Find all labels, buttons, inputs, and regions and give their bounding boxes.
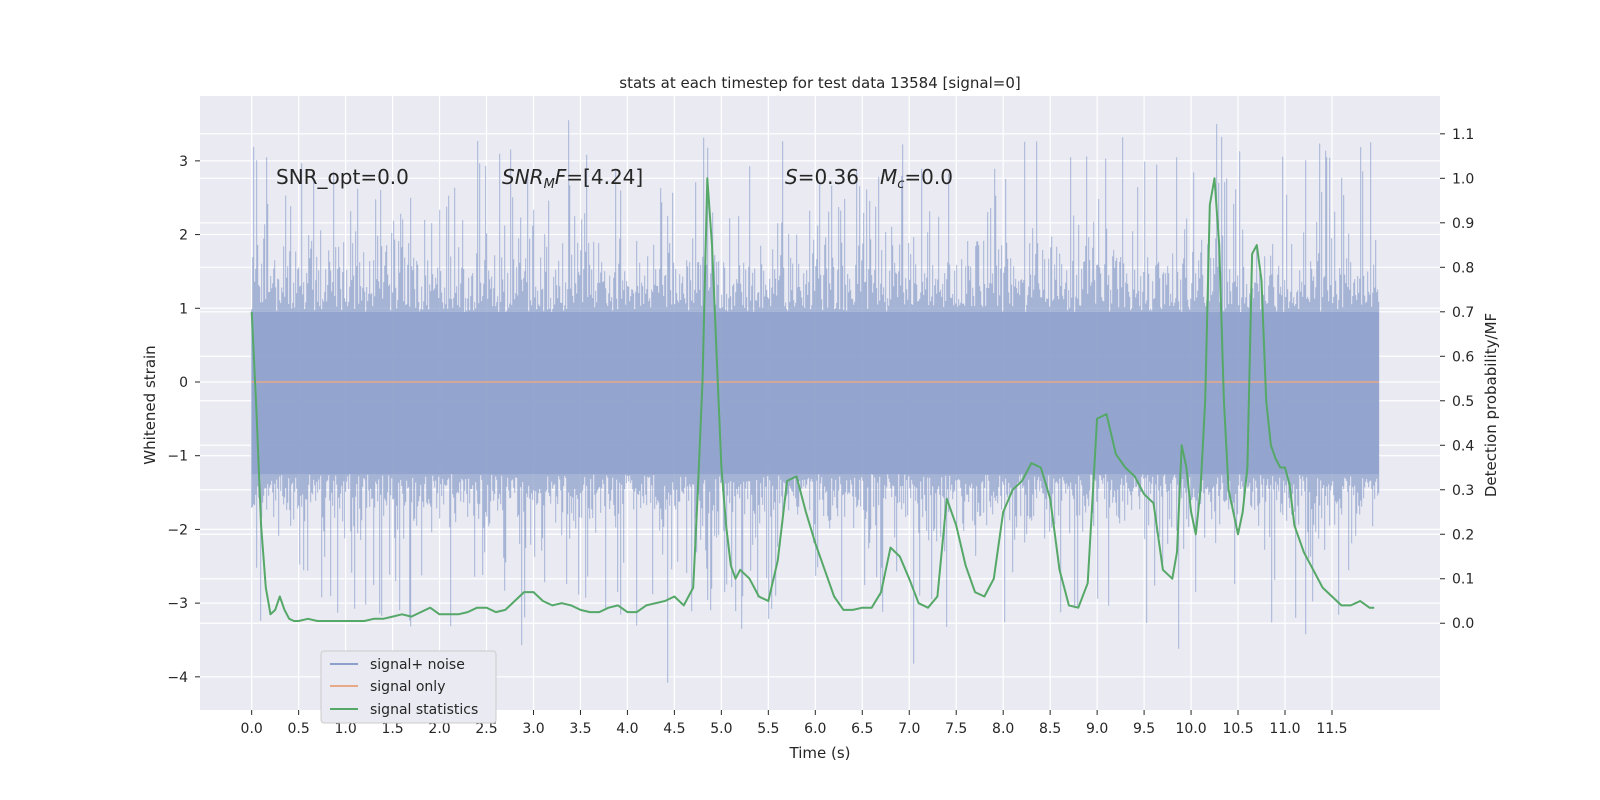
legend-box	[320, 650, 497, 724]
legend: signal+ noise signal only signal statist…	[320, 650, 497, 724]
annotation-snr-opt: SNR_opt=0.0	[276, 165, 409, 189]
x-tick-label-9: 4.5	[663, 721, 685, 737]
x-tick-label-5: 2.5	[475, 721, 497, 737]
y2-tick-label-6: 0.6	[1452, 349, 1474, 365]
y-tick-label-4: 0	[179, 375, 188, 391]
annotation-snr-mf-symbol: SNR	[502, 165, 544, 189]
annotation-s-value: =0.36	[798, 165, 859, 189]
x-tick-label-15: 7.5	[945, 721, 967, 737]
y-tick-label-7: 3	[179, 154, 188, 170]
noise-core-band	[251, 311, 1379, 475]
x-tick-label-4: 2.0	[428, 721, 450, 737]
x-tick-label-13: 6.5	[851, 721, 873, 737]
x-tick-label-0: 0.0	[241, 721, 263, 737]
y-tick-label-1: −3	[167, 596, 188, 612]
y2-tick-label-5: 0.5	[1452, 394, 1474, 410]
x-tick-label-22: 11.0	[1269, 721, 1300, 737]
x-tick-label-19: 9.5	[1133, 721, 1155, 737]
x-tick-label-16: 8.0	[992, 721, 1014, 737]
x-tick-label-12: 6.0	[804, 721, 826, 737]
x-tick-label-18: 9.0	[1086, 721, 1108, 737]
chart-title: stats at each timestep for test data 135…	[619, 74, 1020, 92]
annotation-snr-mf-symbol2: F	[555, 165, 567, 189]
x-tick-label-7: 3.5	[569, 721, 591, 737]
y2-tick-label-1: 0.1	[1452, 572, 1474, 588]
y2-tick-label-10: 1.0	[1452, 171, 1474, 187]
x-tick-label-6: 3.0	[522, 721, 544, 737]
annotation-s-symbol: S	[785, 165, 798, 189]
annotation-snr-mf-subscript: M	[544, 177, 555, 192]
annotation-snr-mf: SNRMF=[4.24]	[502, 165, 643, 192]
annotation-s: S=0.36	[785, 165, 859, 189]
y2-axis-label: Detection probability/MF	[1482, 313, 1500, 497]
annotation-snr-mf-value: =[4.24]	[566, 165, 643, 189]
y-tick-label-5: 1	[179, 301, 188, 317]
x-tick-label-8: 4.0	[616, 721, 638, 737]
y-tick-label-0: −4	[167, 670, 188, 686]
x-tick-label-10: 5.0	[710, 721, 732, 737]
y-tick-label-3: −1	[167, 449, 188, 465]
y2-tick-label-3: 0.3	[1452, 483, 1474, 499]
x-tick-label-23: 11.5	[1316, 721, 1347, 737]
legend-label-signal-statistics: signal statistics	[370, 702, 478, 718]
y2-tick-label-2: 0.2	[1452, 527, 1474, 543]
y2-tick-label-8: 0.8	[1452, 260, 1474, 276]
annotation-mc-symbol: M	[880, 165, 897, 189]
x-tick-label-1: 0.5	[288, 721, 310, 737]
x-tick-label-14: 7.0	[898, 721, 920, 737]
y2-tick-label-4: 0.4	[1452, 438, 1474, 454]
y-tick-label-2: −2	[167, 522, 188, 538]
signal-statistics-series	[250, 177, 1375, 622]
legend-label-signal-noise: signal+ noise	[370, 657, 465, 673]
annotation-mc-subscript: c	[897, 177, 904, 192]
y2-tick-label-11: 1.1	[1452, 127, 1474, 143]
y2-tick-label-7: 0.7	[1452, 305, 1474, 321]
x-tick-label-3: 1.5	[381, 721, 403, 737]
y-axis-label: Whitened strain	[141, 345, 159, 464]
y-axis-ticks: −4 −3 −2 −1 0 1 2 3	[167, 154, 200, 686]
legend-label-signal-only: signal only	[370, 679, 445, 695]
annotation-mc-value: =0.0	[904, 165, 953, 189]
x-tick-label-20: 10.0	[1175, 721, 1206, 737]
x-axis-label: Time (s)	[789, 744, 851, 762]
x-tick-label-2: 1.0	[334, 721, 356, 737]
y2-axis-ticks: 0.0 0.1 0.2 0.3 0.4 0.5 0.6 0.7 0.8 0.9 1.0 1.1	[1440, 127, 1474, 632]
x-tick-label-11: 5.5	[757, 721, 779, 737]
x-tick-label-21: 10.5	[1222, 721, 1253, 737]
annotation-mc: Mc=0.0	[880, 165, 953, 192]
x-tick-label-17: 8.5	[1039, 721, 1061, 737]
y2-tick-label-9: 0.9	[1452, 216, 1474, 232]
y2-tick-label-0: 0.0	[1452, 616, 1474, 632]
signal-noise-series	[251, 120, 1380, 683]
signal-statistics-line	[250, 177, 1375, 622]
x-axis-ticks: 0.0 0.5 1.0 1.5 2.0 2.5 3.0 3.5 4.0 4.5 5.0 5.5 6.0 6…	[241, 710, 1348, 737]
y-tick-label-6: 2	[179, 228, 188, 244]
